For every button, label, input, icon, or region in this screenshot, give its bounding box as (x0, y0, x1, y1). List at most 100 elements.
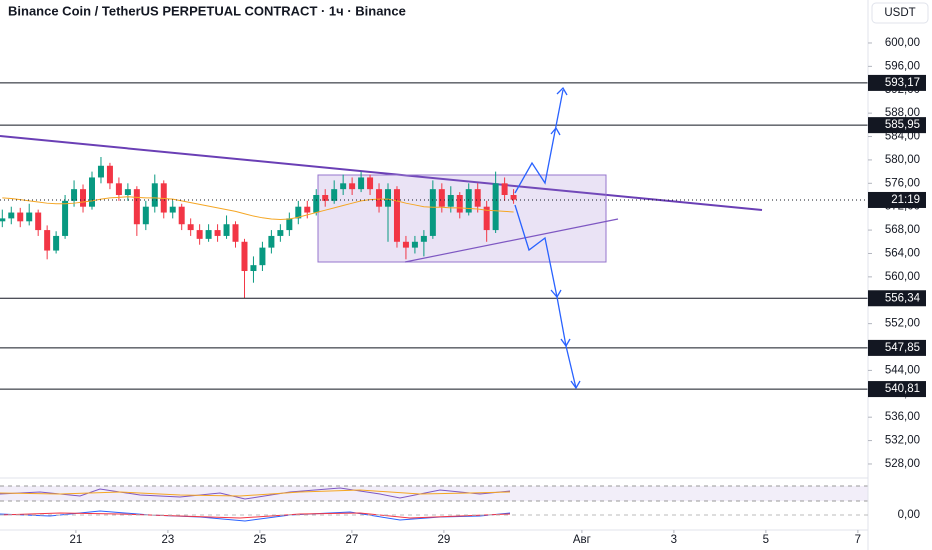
y-tick-label: 564,00 (885, 248, 920, 260)
candle-body (196, 230, 203, 239)
y-tick-label: 580,00 (885, 154, 920, 166)
candle-body (44, 230, 51, 251)
support-line (404, 218, 619, 263)
candle-body (151, 183, 158, 207)
candle-body (411, 241, 418, 248)
y-tick-label: 568,00 (885, 224, 920, 236)
candle-body (474, 189, 481, 207)
candle-body (385, 189, 392, 207)
currency: USDT (884, 7, 915, 19)
y-tick-label: 584,00 (885, 131, 920, 143)
candle-body (250, 265, 257, 272)
candle-body (376, 189, 383, 207)
candle-body (160, 183, 167, 213)
x-tick-label: 29 (437, 534, 450, 546)
candle-body (71, 189, 78, 201)
y-tick-label: 576,00 (885, 177, 920, 189)
candle-body (142, 206, 149, 225)
candle-body (223, 224, 230, 236)
trendline (0, 135, 763, 211)
candle-body (205, 230, 212, 239)
candle-body (106, 165, 113, 184)
candle-body (465, 189, 472, 213)
candle-body (187, 224, 194, 231)
candle-body (259, 247, 266, 266)
candle-body (322, 195, 329, 201)
candle-body (97, 165, 104, 178)
y-tick-label: 544,00 (885, 364, 920, 376)
level-label-box (868, 339, 926, 356)
candle-body (286, 218, 293, 231)
candle-body (349, 183, 356, 190)
y-tick-label: 600,00 (885, 37, 920, 49)
arrow-head (550, 126, 561, 136)
candle-body (340, 183, 347, 190)
x-tick-label: 21 (69, 534, 82, 546)
moving-average (2, 196, 514, 221)
candle-body (456, 195, 463, 213)
main-pane (0, 135, 763, 299)
level-label: 585,95 (885, 119, 920, 131)
arrow-head (570, 380, 581, 390)
countdown-box (868, 191, 926, 208)
currency-box (871, 2, 929, 24)
level-label: 547,85 (885, 342, 920, 354)
x-tick-label: 3 (671, 534, 677, 546)
candle-body (35, 212, 42, 231)
countdown: 21:19 (891, 194, 920, 206)
y-tick-label: 596,00 (885, 60, 920, 72)
candle-body (393, 189, 400, 242)
candle-body (178, 206, 185, 225)
indicator-tick-label: 0,00 (898, 509, 920, 521)
level-label: 593,17 (885, 77, 920, 89)
candle-body (402, 241, 409, 248)
candle-body (124, 189, 131, 196)
candle-body (331, 189, 338, 201)
candle-body (277, 230, 284, 236)
arrows (514, 86, 581, 390)
candle-body (80, 189, 87, 207)
candle-body (26, 212, 33, 222)
x-tick-label: 7 (855, 534, 861, 546)
arrow-head (550, 289, 562, 299)
candle-body (133, 189, 140, 225)
candle-body (115, 183, 122, 196)
candle-body (313, 195, 320, 213)
candle-body (8, 212, 15, 219)
candle-body (17, 212, 24, 222)
candle-body (304, 206, 311, 213)
range-box (317, 174, 607, 263)
x-tick-label: 25 (253, 534, 266, 546)
candle-body (420, 235, 427, 242)
candle-body (367, 177, 374, 190)
candle-body (492, 183, 499, 231)
candle-body (358, 177, 365, 190)
candle-body (429, 189, 436, 236)
candle-body (483, 206, 490, 231)
candle-body (501, 183, 508, 196)
arrow-head (560, 338, 571, 348)
level-label: 540,81 (885, 383, 920, 395)
y-tick-label: 528,00 (885, 458, 920, 470)
arrow-up (514, 89, 564, 194)
chart-title: Binance Coin / TetherUS PERPETUAL CONTRA… (8, 3, 406, 18)
x-tick-label: 5 (763, 534, 769, 546)
arrow-down (514, 204, 577, 389)
y-tick-label: 532,00 (885, 435, 920, 447)
candle-body (169, 206, 176, 213)
candle-body (438, 189, 445, 207)
x-tick-label: 27 (345, 534, 358, 546)
x-tick-label: Авг (573, 534, 591, 546)
candle-body (295, 206, 302, 219)
level-label-box (868, 117, 926, 134)
candle-body (241, 241, 248, 272)
level-label: 556,34 (885, 292, 921, 304)
y-tick-label: 552,00 (885, 318, 920, 330)
level-label-box (868, 74, 926, 91)
candle-body (232, 224, 239, 242)
candle-body (214, 230, 221, 236)
y-tick-label: 588,00 (885, 107, 920, 119)
candle-body (53, 235, 60, 251)
level-label-box (868, 290, 926, 307)
